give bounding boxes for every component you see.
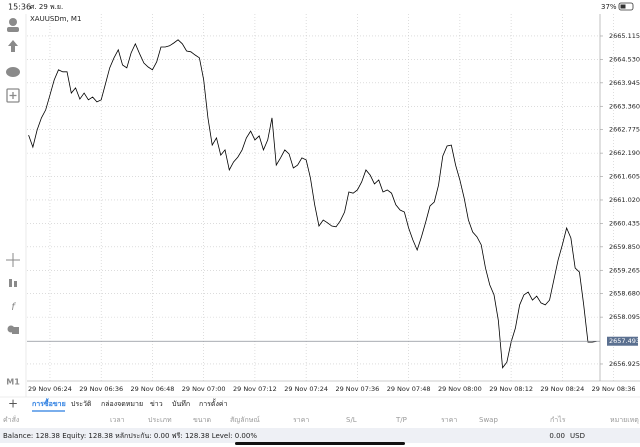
timeframe[interactable]: M1 xyxy=(6,378,20,387)
y-tick-label: 2659.265 xyxy=(609,266,640,274)
y-tick-label: 2663.945 xyxy=(609,79,640,87)
column-header: ราคา xyxy=(293,416,309,424)
x-tick-label: 29 Nov 08:36 xyxy=(592,385,636,393)
column-header: คำสั่ง xyxy=(3,415,19,424)
y-tick-label: 2658.095 xyxy=(609,313,640,321)
battery-icon xyxy=(618,2,634,11)
x-tick-label: 29 Nov 07:36 xyxy=(335,385,379,393)
column-header: ราคา xyxy=(441,416,457,424)
status-time: 15:36 xyxy=(8,3,31,12)
balance-summary: Balance: 128.38 Equity: 128.38 หลักประกั… xyxy=(3,432,257,440)
column-header: T/P xyxy=(395,416,407,424)
new-order-icon[interactable] xyxy=(6,88,20,103)
column-header: ขนาด xyxy=(193,416,211,424)
balance-bar xyxy=(0,428,640,443)
x-tick-label: 29 Nov 08:00 xyxy=(438,385,482,393)
indicator-icon[interactable]: f xyxy=(11,302,16,313)
trade-icon[interactable] xyxy=(8,40,18,52)
y-tick-label: 2656.925 xyxy=(609,360,640,368)
tab[interactable]: ประวัติ xyxy=(71,400,92,408)
y-tick-label: 2660.435 xyxy=(609,219,640,227)
y-tick-label: 2658.680 xyxy=(609,290,640,298)
tab-bar: การซื้อขาย ประวัติ กล่องจดหมาย ข่าว บันทึก กา… xyxy=(32,397,228,412)
tab[interactable]: บันทึก xyxy=(172,399,190,408)
account-icon[interactable] xyxy=(9,18,17,26)
column-header: Swap xyxy=(479,416,498,424)
x-tick-label: 29 Nov 06:24 xyxy=(28,385,72,393)
x-tick-label: 29 Nov 06:48 xyxy=(131,385,175,393)
tab[interactable]: การตั้งค่า xyxy=(199,397,228,408)
x-tick-label: 29 Nov 06:36 xyxy=(79,385,123,393)
x-tick-label: 29 Nov 07:48 xyxy=(387,385,431,393)
y-tick-label: 2663.360 xyxy=(609,102,640,110)
y-tick-label: 2662.775 xyxy=(609,126,640,134)
current-price-tag xyxy=(607,336,638,346)
x-tick-label: 29 Nov 07:24 xyxy=(284,385,328,393)
battery-level xyxy=(620,4,626,9)
y-tick-label: 2665.115 xyxy=(609,32,640,40)
chart-title: XAUUSDm, M1 xyxy=(30,15,81,23)
column-header: หมายเหตุ xyxy=(610,416,639,424)
status-date: ศ. 29 พ.ย. xyxy=(30,3,63,11)
chart: XAUUSDm, M1 2665.115 2664.530 2663.945 2663… xyxy=(27,14,640,393)
account-icon-body xyxy=(7,27,19,32)
tab[interactable]: ข่าว xyxy=(150,400,163,408)
left-toolbar: f M1 xyxy=(6,18,20,387)
x-tick-label: 29 Nov 07:12 xyxy=(233,385,277,393)
current-price-label: 2657.493 xyxy=(609,337,640,345)
y-tick-label: 2662.190 xyxy=(609,149,640,157)
y-tick-label: 2659.850 xyxy=(609,243,640,251)
x-tick-label: 29 Nov 08:24 xyxy=(540,385,584,393)
tab[interactable]: การซื้อขาย xyxy=(32,397,66,408)
table-header: คำสั่ง เวลา ประเภท ขนาด สัญลักษณ์ ราคา S/L T/P ร… xyxy=(3,415,639,424)
objects-icon-2 xyxy=(12,327,19,334)
x-tick-label: 29 Nov 07:00 xyxy=(182,385,226,393)
chat-icon[interactable] xyxy=(6,67,20,77)
crosshair-icon[interactable] xyxy=(6,253,20,267)
add-button[interactable]: + xyxy=(8,397,18,411)
tab[interactable]: กล่องจดหมาย xyxy=(101,400,143,408)
profit: 0.00 xyxy=(549,432,565,440)
y-tick-label: 2664.530 xyxy=(609,55,640,63)
price-line xyxy=(28,39,597,369)
candles-icon[interactable] xyxy=(9,279,12,287)
column-header: ประเภท xyxy=(148,416,172,424)
status-battery: 37% xyxy=(601,3,617,11)
column-header: กำไร xyxy=(550,415,566,424)
candles-icon-2 xyxy=(14,281,17,287)
new-order-plus xyxy=(9,92,17,99)
y-tick-label: 2661.605 xyxy=(609,173,640,181)
column-header: เวลา xyxy=(110,416,125,424)
column-header: สัญลักษณ์ xyxy=(230,416,260,424)
home-indicator xyxy=(235,442,405,445)
x-tick-label: 29 Nov 08:12 xyxy=(489,385,533,393)
currency: USD xyxy=(570,432,585,440)
column-header: S/L xyxy=(346,416,357,424)
y-tick-label: 2661.020 xyxy=(609,196,640,204)
